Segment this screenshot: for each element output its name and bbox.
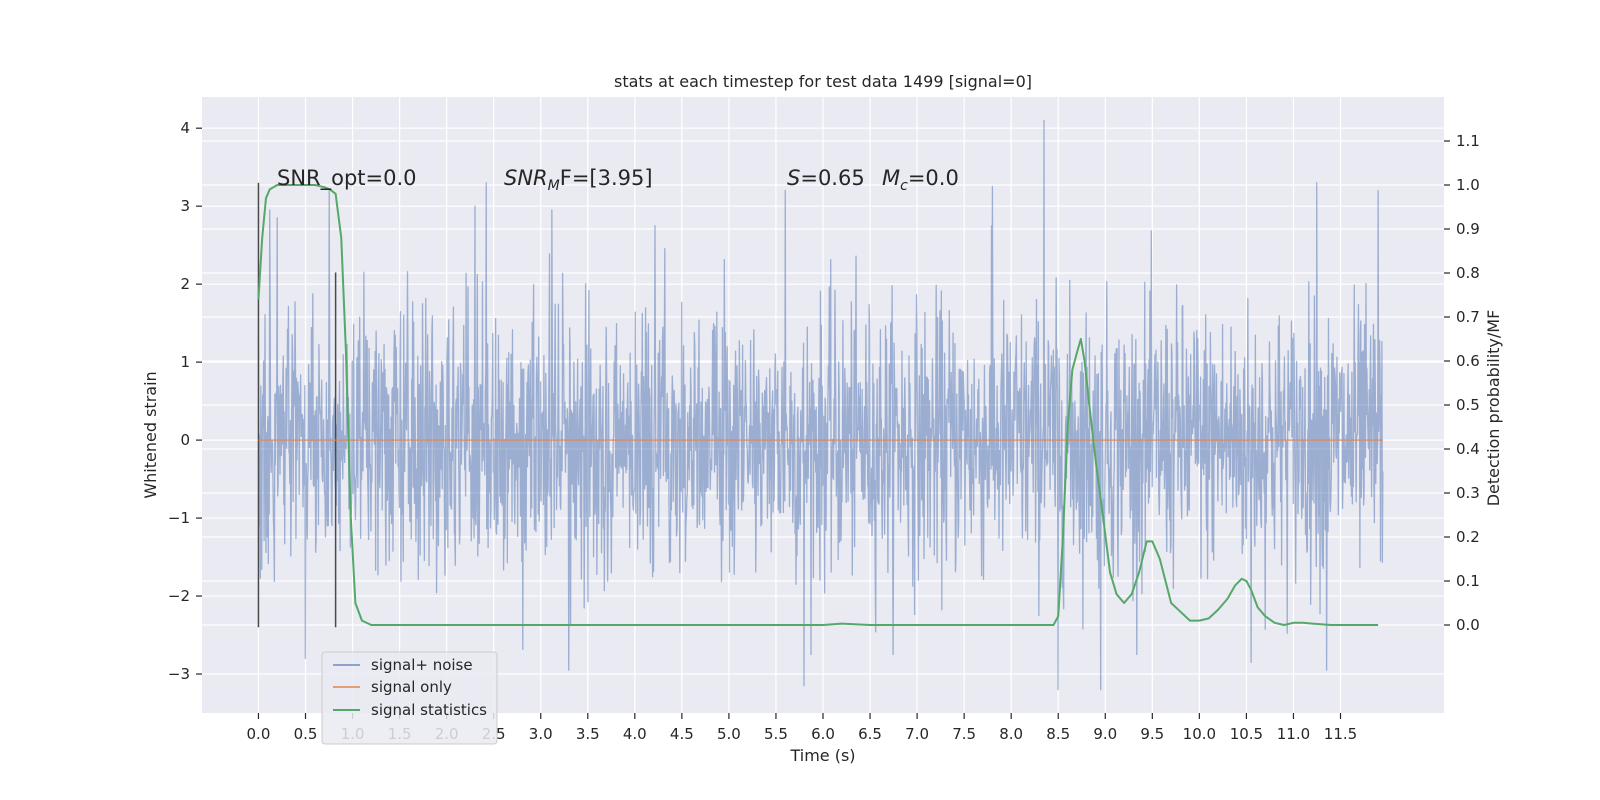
- y2-axis-label: Detection probability/MF: [1484, 310, 1503, 507]
- signal-statistics-line: [257, 184, 1379, 626]
- y-tick-label: 1: [180, 353, 190, 371]
- chart-title: stats at each timestep for test data 149…: [614, 72, 1032, 91]
- y2-tick-label: 1.0: [1456, 176, 1480, 194]
- legend-label-signal-statistics: signal statistics: [371, 701, 487, 719]
- y-axis-label: Whitened strain: [141, 371, 160, 498]
- y-tick-label: 3: [180, 197, 190, 215]
- y2-tick-label: 1.1: [1456, 132, 1480, 150]
- legend-label-signal-noise: signal+ noise: [371, 656, 473, 674]
- y2-tick-label: 0.3: [1456, 484, 1480, 502]
- y-tick-label: −2: [168, 587, 190, 605]
- snr-mf-main: SNR: [504, 166, 548, 190]
- annotation-mc: Mc=0.0: [882, 166, 959, 194]
- legend: signal+ noise signal only signal statist…: [321, 651, 498, 745]
- y-tick-label: 4: [180, 119, 190, 137]
- y2-tick-label: 0.8: [1456, 264, 1480, 282]
- signal-noise-line: [257, 119, 1384, 691]
- annotation-snr-mf: SNRMF=[3.95]: [504, 166, 653, 194]
- annotation-s: S=0.65: [787, 166, 865, 190]
- x-tick-label: 3.5: [576, 725, 600, 743]
- x-tick-label: 11.5: [1324, 725, 1357, 743]
- x-tick-label: 11.0: [1277, 725, 1310, 743]
- s-rest: =0.65: [800, 166, 864, 190]
- y-tick-label: −3: [168, 665, 190, 683]
- y2-tick-label: 0.7: [1456, 308, 1480, 326]
- x-tick-label: 6.0: [811, 725, 835, 743]
- x-tick-label: 10.0: [1183, 725, 1216, 743]
- mc-rest: =0.0: [908, 166, 959, 190]
- x-tick-label: 3.0: [529, 725, 553, 743]
- mc-var: M: [882, 166, 900, 190]
- signal-statistics-series: [257, 184, 1379, 626]
- x-tick-label: 0.5: [294, 725, 318, 743]
- x-tick-label: 4.0: [623, 725, 647, 743]
- ticks-layer: 0.00.51.01.52.02.53.03.54.04.55.05.56.06…: [168, 119, 1480, 743]
- x-tick-label: 10.5: [1230, 725, 1263, 743]
- vertical-lines: [257, 182, 337, 628]
- x-tick-label: 5.5: [764, 725, 788, 743]
- x-tick-label: 5.0: [717, 725, 741, 743]
- legend-label-signal-only: signal only: [371, 678, 452, 696]
- y2-tick-label: 0.0: [1456, 616, 1480, 634]
- y2-tick-label: 0.5: [1456, 396, 1480, 414]
- snr-mf-rest: F=[3.95]: [560, 166, 653, 190]
- x-tick-label: 7.0: [905, 725, 929, 743]
- x-tick-label: 7.5: [952, 725, 976, 743]
- y-tick-label: 2: [180, 275, 190, 293]
- s-var: S: [787, 166, 800, 190]
- x-tick-label: 9.0: [1093, 725, 1117, 743]
- annotation-snr-opt: SNR_opt=0.0: [277, 166, 417, 191]
- x-tick-label: 9.5: [1140, 725, 1164, 743]
- y2-tick-label: 0.9: [1456, 220, 1480, 238]
- y2-tick-label: 0.4: [1456, 440, 1480, 458]
- x-axis-label: Time (s): [789, 746, 855, 765]
- x-tick-label: 0.0: [247, 725, 271, 743]
- y2-tick-label: 0.2: [1456, 528, 1480, 546]
- y2-tick-label: 0.1: [1456, 572, 1480, 590]
- signal-noise-series: [257, 119, 1384, 691]
- legend-box: [321, 651, 498, 745]
- mc-sub: c: [900, 178, 908, 194]
- x-tick-label: 6.5: [858, 725, 882, 743]
- x-tick-label: 8.5: [1046, 725, 1070, 743]
- y-tick-label: −1: [168, 509, 190, 527]
- snr-mf-sub: M: [548, 178, 560, 194]
- x-tick-label: 4.5: [670, 725, 694, 743]
- x-tick-label: 8.0: [999, 725, 1023, 743]
- y-tick-label: 0: [180, 431, 190, 449]
- y2-tick-label: 0.6: [1456, 352, 1480, 370]
